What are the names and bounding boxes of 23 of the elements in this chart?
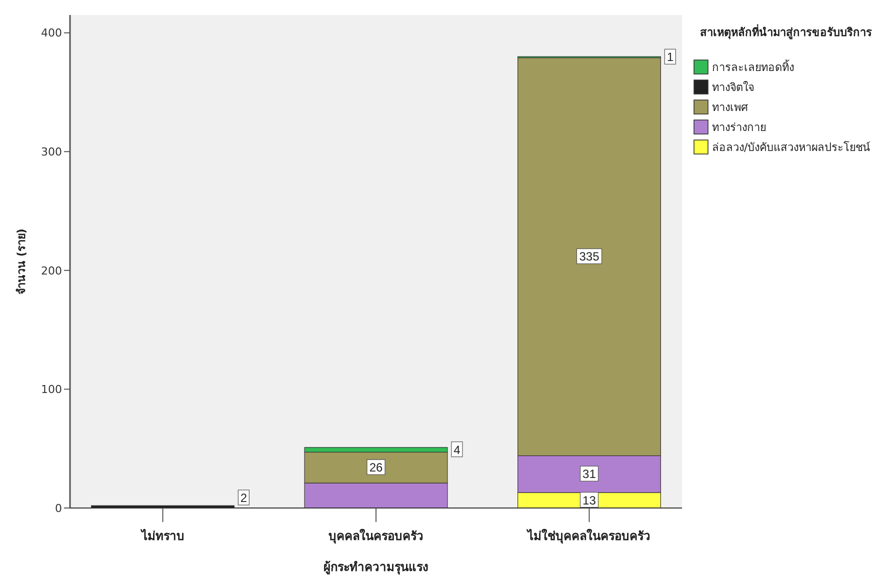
y-tick-label: 400 (41, 26, 62, 40)
x-tick-label: ไม่ใช่บุคคลในครอบครัว (526, 528, 651, 544)
data-label: 13 (582, 493, 596, 508)
x-axis-title: ผู้กระทำความรุนแรง (324, 560, 428, 575)
data-label: 1 (666, 50, 674, 64)
legend-label: ทางร่างกาย (712, 121, 766, 134)
y-tick-label: 200 (41, 264, 62, 278)
legend-label: ทางจิตใจ (712, 81, 754, 94)
x-tick-label: บุคคลในครอบครัว (328, 528, 424, 544)
data-label: 26 (369, 460, 383, 475)
y-tick-label: 300 (41, 145, 62, 158)
legend-label: ทางเพศ (712, 101, 748, 114)
data-label: 2 (240, 491, 248, 505)
legend-label: ล่อลวง/บังคับแสวงหาผลประโยชน์ (712, 140, 871, 154)
data-label: 31 (582, 467, 596, 482)
legend-title: สาเหตุหลักที่นำมาสู่การขอรับบริการ (700, 24, 872, 40)
y-tick-label: 0 (55, 502, 62, 515)
y-tick-label: 100 (41, 383, 62, 396)
legend-label: การละเลยทอดทิ้ง (712, 59, 794, 74)
y-axis-title: จำนวน (ราย) (15, 228, 28, 294)
data-label: 4 (454, 442, 461, 457)
data-label: 335 (579, 250, 600, 264)
x-tick-label: ไม่ทราบ (139, 528, 184, 543)
